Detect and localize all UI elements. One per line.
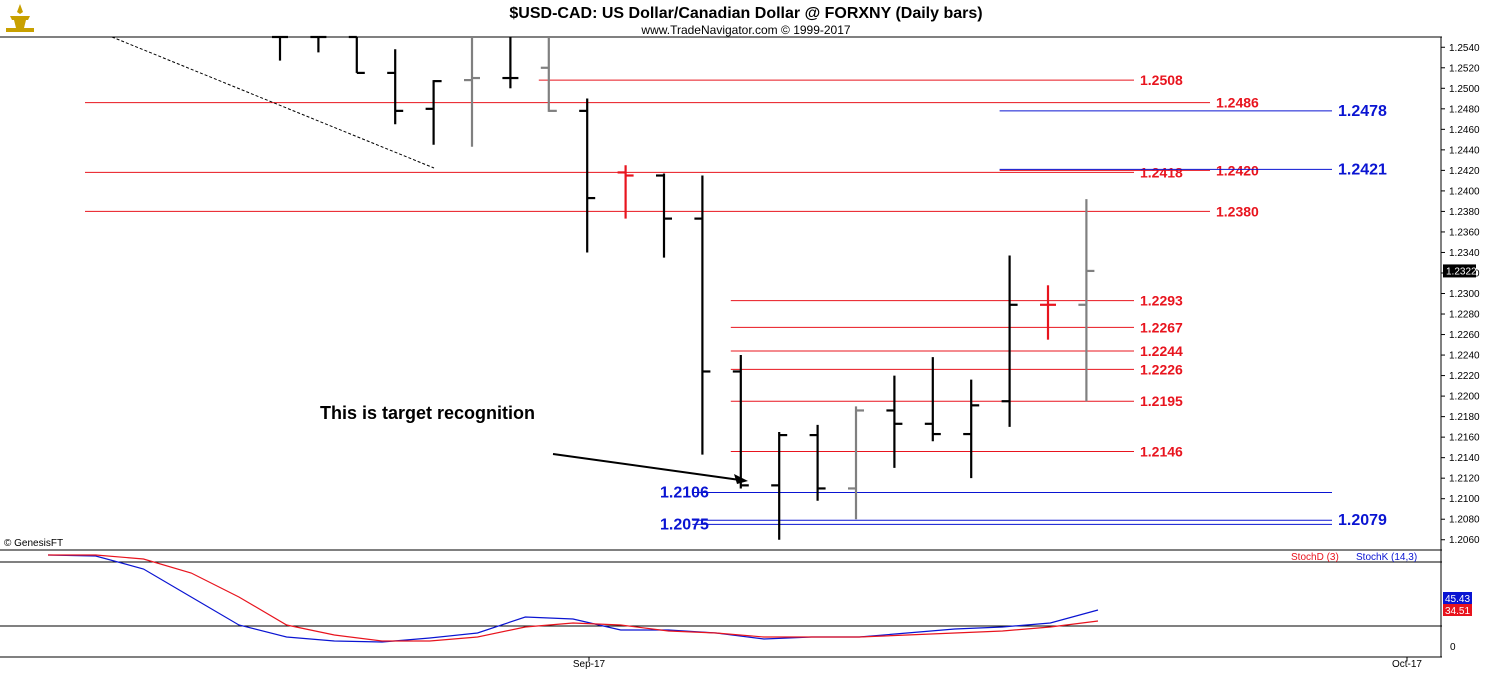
stoch-d-line (48, 554, 1099, 642)
annotation-text: This is target recognition (320, 403, 535, 423)
y-tick-label: 1.2100 (1449, 494, 1480, 505)
chart-title: $USD-CAD: US Dollar/Canadian Dollar @ FO… (509, 5, 982, 22)
level-label: 1.2478 (1338, 103, 1387, 120)
y-tick-label: 1.2300 (1449, 289, 1480, 300)
ohlc-bar (771, 432, 788, 540)
level-label: 1.2244 (1140, 343, 1183, 359)
ohlc-bar (1040, 285, 1056, 340)
ohlc-bar (579, 98, 596, 253)
ohlc-bar (963, 379, 980, 479)
ohlc-bar (848, 406, 864, 520)
stoch-k-line (47, 554, 1099, 643)
y-tick-label: 1.2080 (1449, 515, 1480, 526)
level-label: 1.2079 (1338, 512, 1387, 529)
x-tick-label: Sep-17 (573, 659, 606, 670)
ohlc-bar (1001, 255, 1018, 427)
stoch-d-value: 34.51 (1445, 606, 1470, 617)
ohlc-bar (732, 355, 749, 489)
y-tick-label: 1.2400 (1449, 186, 1480, 197)
ohlc-bar (387, 49, 404, 125)
ohlc-bar (694, 175, 711, 455)
y-tick-label: 1.2520 (1449, 63, 1480, 74)
ohlc-bar (348, 35, 365, 75)
ohlc-bar (464, 37, 480, 147)
level-label: 1.2293 (1140, 293, 1183, 309)
ohlc-bar (1078, 199, 1095, 402)
y-tick-label: 1.2340 (1449, 248, 1480, 259)
y-tick-label: 1.2180 (1449, 412, 1480, 423)
y-tick-label: 1.2060 (1449, 535, 1480, 546)
level-label: 1.2508 (1140, 72, 1183, 88)
x-tick-label: Oct-17 (1392, 659, 1422, 670)
stoch-d-legend: StochD (3) (1291, 552, 1339, 563)
y-tick-label: 1.2480 (1449, 104, 1480, 115)
watermark: © GenesisFT (4, 538, 63, 549)
level-label: 1.2380 (1216, 203, 1259, 219)
annotation-arrow (552, 453, 748, 484)
level-label: 1.2421 (1338, 161, 1387, 178)
y-tick-label: 1.2380 (1449, 207, 1480, 218)
level-label: 1.2106 (660, 485, 709, 502)
level-label: 1.2075 (660, 516, 709, 533)
price-bars (272, 35, 1095, 540)
ohlc-bar (617, 165, 634, 219)
ohlc-bar (924, 357, 941, 442)
last-price-box: 1.2322 (1443, 264, 1477, 278)
stoch-k-value: 45.43 (1445, 594, 1470, 605)
y-tick-label: 1.2220 (1449, 371, 1480, 382)
price-panel (0, 36, 1442, 658)
last-price-label: 1.2322 (1446, 266, 1477, 277)
level-lines: 1.2508 1.2486 1.2478 1.2418 1.2420 1.2421 1.23… (85, 72, 1387, 533)
y-tick-label: 1.2240 (1449, 351, 1480, 362)
ohlc-bar (540, 37, 557, 112)
y-tick-label: 1.2260 (1449, 330, 1480, 341)
chart-subtitle: www.TradeNavigator.com © 1999-2017 (640, 23, 850, 37)
level-label: 1.2420 (1216, 162, 1259, 178)
ohlc-bar (886, 375, 903, 468)
y-tick-label: 1.2160 (1449, 433, 1480, 444)
level-label: 1.2486 (1216, 95, 1259, 111)
ohlc-bar (809, 424, 826, 501)
y-tick-label: 1.2200 (1449, 392, 1480, 403)
ohlc-bar (272, 35, 288, 61)
y-tick-label: 1.2280 (1449, 310, 1480, 321)
y-tick-label: 1.2120 (1449, 474, 1480, 485)
stoch-k-legend: StochK (14,3) (1356, 552, 1417, 563)
y-tick-label: 1.2460 (1449, 125, 1480, 136)
y-tick-label: 1.2360 (1449, 227, 1480, 238)
ohlc-bar (502, 37, 519, 89)
stochastic-panel: StochD (3) StochK (14,3) 45.43 34.51 0 (0, 552, 1472, 653)
level-label: 1.2195 (1140, 393, 1183, 409)
stoch-zero-label: 0 (1450, 642, 1456, 653)
level-label: 1.2267 (1140, 319, 1183, 335)
level-label: 1.2146 (1140, 444, 1183, 460)
ohlc-bar (425, 80, 442, 145)
x-axis: Sep-17 Oct-17 (573, 657, 1422, 670)
y-tick-label: 1.2420 (1449, 166, 1480, 177)
level-label: 1.2226 (1140, 361, 1183, 377)
ohlc-bar (656, 173, 672, 258)
y-tick-label: 1.2500 (1449, 84, 1480, 95)
y-tick-label: 1.2440 (1449, 145, 1480, 156)
level-label: 1.2418 (1140, 164, 1183, 180)
y-tick-label: 1.2140 (1449, 453, 1480, 464)
logo-icon (2, 2, 38, 34)
price-axis: 1.2540 1.2520 1.2500 1.2480 1.2460 1.2440 1.24… (1441, 43, 1480, 546)
y-tick-label: 1.2540 (1449, 43, 1480, 54)
trendline (111, 36, 435, 169)
ohlc-bar (310, 35, 327, 53)
